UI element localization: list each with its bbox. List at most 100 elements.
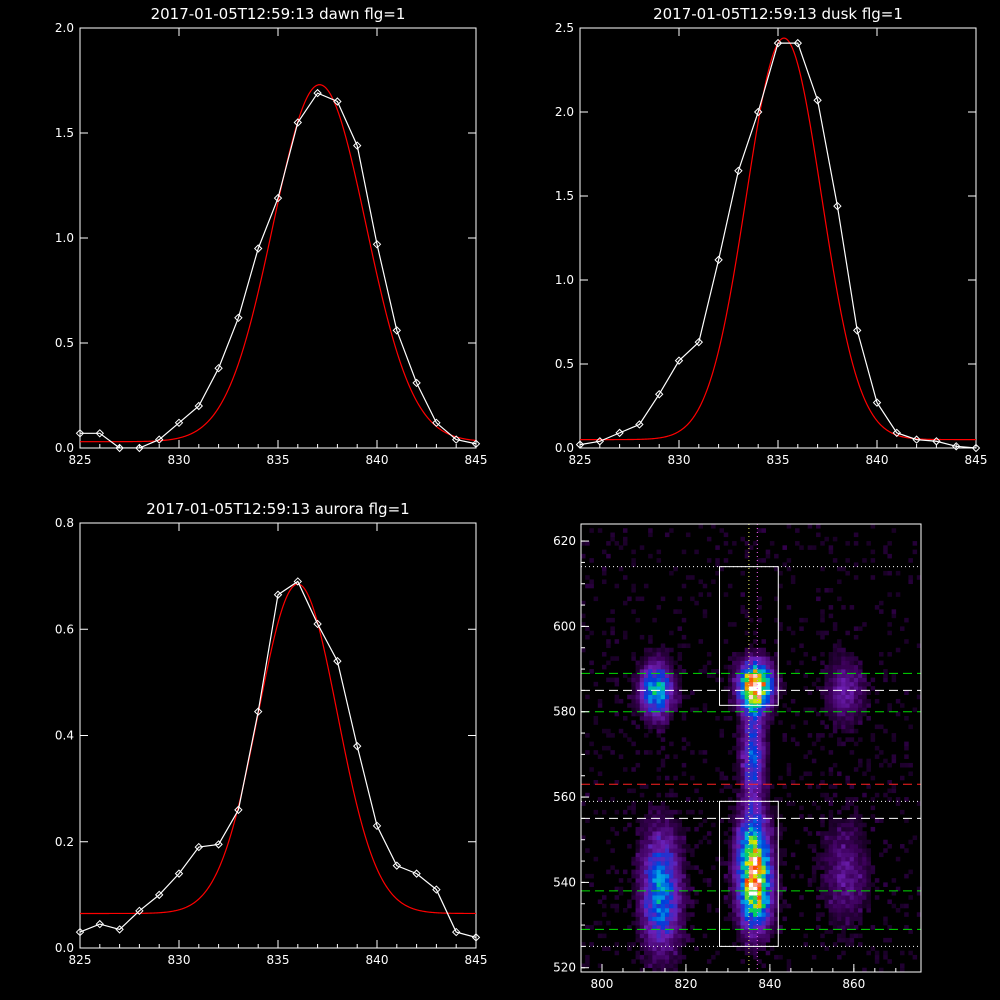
image-pixel <box>824 536 829 542</box>
image-pixel <box>879 818 884 823</box>
image-pixel <box>832 673 838 678</box>
image-pixel <box>652 861 657 866</box>
image-pixel <box>656 882 662 887</box>
image-pixel <box>845 673 850 678</box>
image-pixel <box>769 694 775 700</box>
image-pixel <box>627 844 632 849</box>
image-pixel <box>828 869 834 875</box>
data-point <box>971 443 981 453</box>
image-pixel <box>656 805 662 811</box>
image-pixel <box>824 899 829 905</box>
plot-frame <box>79 522 477 949</box>
image-pixel <box>874 792 880 798</box>
image-pixel <box>866 681 871 687</box>
image-pixel <box>837 724 842 730</box>
image-pixel <box>891 677 897 683</box>
image-pixel <box>761 925 766 930</box>
image-pixel <box>748 946 754 951</box>
image-pixel <box>820 886 825 892</box>
image-pixel <box>757 673 762 678</box>
image-pixel <box>828 895 834 900</box>
image-pixel <box>866 895 871 900</box>
image-pixel <box>635 826 641 832</box>
image-pixel <box>757 750 762 755</box>
image-pixel <box>774 686 779 691</box>
image-pixel <box>597 920 603 926</box>
image-pixel <box>828 750 834 755</box>
image-pixel <box>858 844 863 849</box>
image-pixel <box>748 754 754 759</box>
image-pixel <box>753 878 758 883</box>
image-pixel <box>753 895 758 900</box>
image-pixel <box>900 703 905 708</box>
image-pixel <box>736 656 741 661</box>
image-pixel <box>581 942 586 947</box>
image-pixel <box>786 963 792 969</box>
image-pixel <box>757 741 762 747</box>
y-tick-label: 0.6 <box>55 622 74 636</box>
image-pixel <box>832 852 838 858</box>
image-pixel <box>639 856 645 862</box>
image-pixel <box>656 912 662 917</box>
image-pixel <box>648 703 653 708</box>
image-pixel <box>740 720 746 725</box>
image-pixel <box>711 669 716 674</box>
image-pixel <box>723 532 729 538</box>
image-pixel <box>748 933 754 939</box>
image-pixel <box>853 856 859 862</box>
image-pixel <box>795 528 800 533</box>
image-pixel <box>820 652 825 657</box>
image-pixel <box>774 852 779 858</box>
image-pixel <box>753 920 758 926</box>
image-pixel <box>719 733 725 738</box>
image-pixel <box>643 831 649 836</box>
image-pixel <box>849 686 855 691</box>
image-pixel <box>698 822 704 828</box>
image-pixel <box>795 865 800 870</box>
image-pixel <box>849 912 855 917</box>
image-pixel <box>866 903 871 909</box>
image-pixel <box>879 609 884 614</box>
image-pixel <box>732 707 737 713</box>
image-pixel <box>660 920 666 926</box>
image-pixel <box>740 792 746 798</box>
image-pixel <box>585 750 590 755</box>
image-pixel <box>828 545 834 550</box>
image-pixel <box>883 758 888 764</box>
image-pixel <box>744 839 750 845</box>
image-pixel <box>774 886 779 892</box>
image-pixel <box>828 673 834 678</box>
image-pixel <box>908 771 913 777</box>
image-pixel <box>732 920 737 926</box>
image-pixel <box>648 916 653 922</box>
image-pixel <box>887 622 892 627</box>
image-pixel <box>744 903 750 909</box>
image-pixel <box>622 716 628 721</box>
image-pixel <box>837 639 842 644</box>
image-pixel <box>736 886 741 892</box>
image-pixel <box>732 865 737 870</box>
image-pixel <box>622 869 628 875</box>
image-pixel <box>673 686 678 691</box>
image-pixel <box>765 856 771 862</box>
image-pixel <box>736 664 741 670</box>
image-pixel <box>744 946 750 951</box>
image-pixel <box>656 818 662 823</box>
image-pixel <box>652 805 657 811</box>
image-pixel <box>727 865 733 870</box>
image-pixel <box>614 677 620 683</box>
image-pixel <box>849 890 855 896</box>
image-pixel <box>862 878 867 883</box>
image-pixel <box>643 664 649 670</box>
image-pixel <box>757 839 762 845</box>
image-pixel <box>719 775 725 781</box>
image-pixel <box>753 865 758 870</box>
image-pixel <box>601 745 607 751</box>
image-pixel <box>866 852 871 858</box>
image-pixel <box>664 673 670 678</box>
image-pixel <box>778 852 783 858</box>
image-pixel <box>744 882 750 887</box>
image-pixel <box>673 929 678 934</box>
image-pixel <box>727 912 733 917</box>
image-pixel <box>698 869 704 875</box>
